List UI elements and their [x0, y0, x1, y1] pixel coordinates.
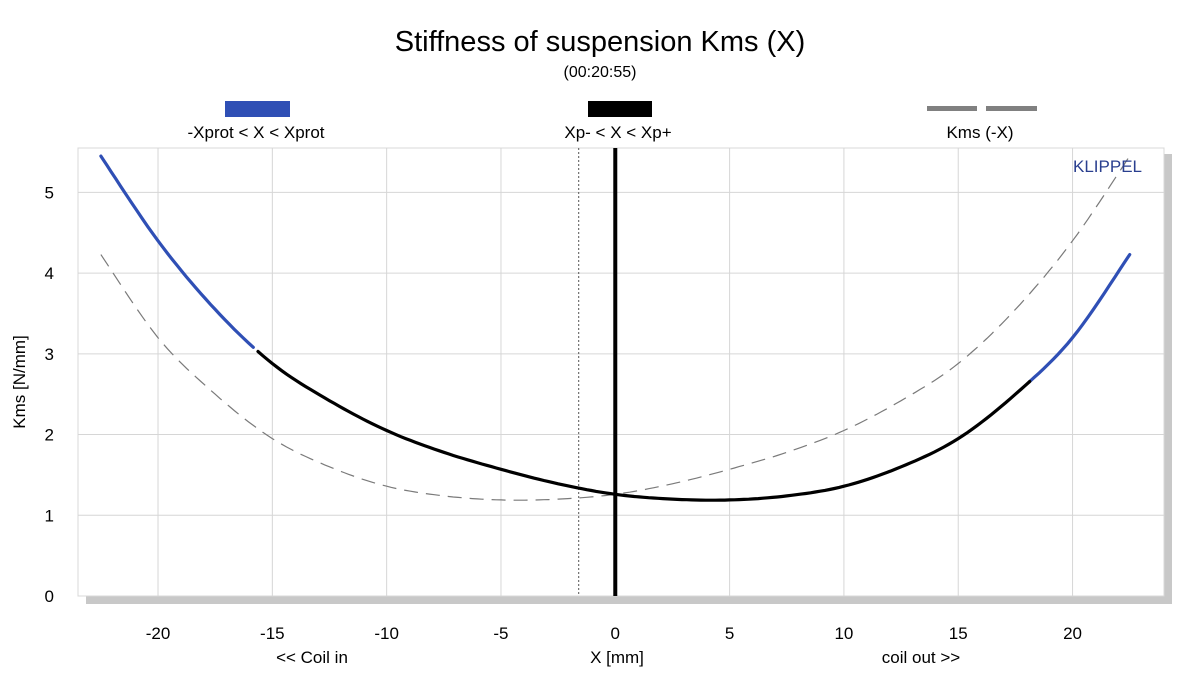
curves — [99, 154, 1132, 502]
legend-swatch-kms-minus-x-b — [986, 106, 1037, 111]
y-tick-label-0: 0 — [45, 587, 54, 606]
legend: -Xprot < X < Xprot Xp- < X < Xp+ Kms (-X… — [187, 101, 1037, 142]
x-tick-label--10: -10 — [374, 624, 399, 643]
x-tick-label-5: 5 — [725, 624, 734, 643]
x-axis-label-coil-out: coil out >> — [882, 648, 961, 667]
curve-kms-xp-range — [256, 349, 1032, 502]
y-axis-label: Kms [N/mm] — [10, 335, 29, 429]
curve-kms-xprot-right — [1028, 253, 1132, 384]
x-tick-label-10: 10 — [834, 624, 853, 643]
y-tick-label-2: 2 — [45, 426, 54, 445]
plot-area — [77, 147, 1165, 597]
legend-label-xp: Xp- < X < Xp+ — [564, 123, 671, 142]
plot-shadow-right — [1164, 154, 1172, 604]
chart-title: Stiffness of suspension Kms (X) — [394, 26, 806, 58]
curve-kms-xprot-left — [99, 154, 255, 349]
y-tick-label-1: 1 — [45, 506, 54, 525]
legend-swatch-xp — [588, 101, 652, 117]
legend-label-kms-minus-x: Kms (-X) — [946, 123, 1013, 142]
y-tick-labels: 0 1 2 3 4 5 — [45, 183, 54, 606]
y-tick-label-3: 3 — [45, 345, 54, 364]
x-tick-label-20: 20 — [1063, 624, 1082, 643]
x-axis-label-coil-in: << Coil in — [276, 648, 348, 667]
x-axis-label: X [mm] — [590, 648, 644, 667]
x-tick-labels: -20 -15 -10 -5 0 5 10 15 20 — [146, 624, 1082, 643]
plot-shadow-bottom — [86, 596, 1170, 604]
x-tick-label-0: 0 — [611, 624, 620, 643]
y-tick-label-5: 5 — [45, 183, 54, 202]
x-tick-label--15: -15 — [260, 624, 285, 643]
x-tick-label--20: -20 — [146, 624, 171, 643]
legend-swatch-xprot — [225, 101, 290, 117]
watermark-klippel: KLIPPEL — [1073, 157, 1142, 176]
x-tick-label-15: 15 — [949, 624, 968, 643]
legend-swatch-kms-minus-x-a — [927, 106, 977, 111]
x-tick-label--5: -5 — [493, 624, 508, 643]
chart-subtitle: (00:20:55) — [563, 64, 637, 81]
marks — [578, 148, 618, 596]
y-tick-label-4: 4 — [45, 264, 54, 283]
legend-label-xprot: -Xprot < X < Xprot — [187, 123, 324, 142]
